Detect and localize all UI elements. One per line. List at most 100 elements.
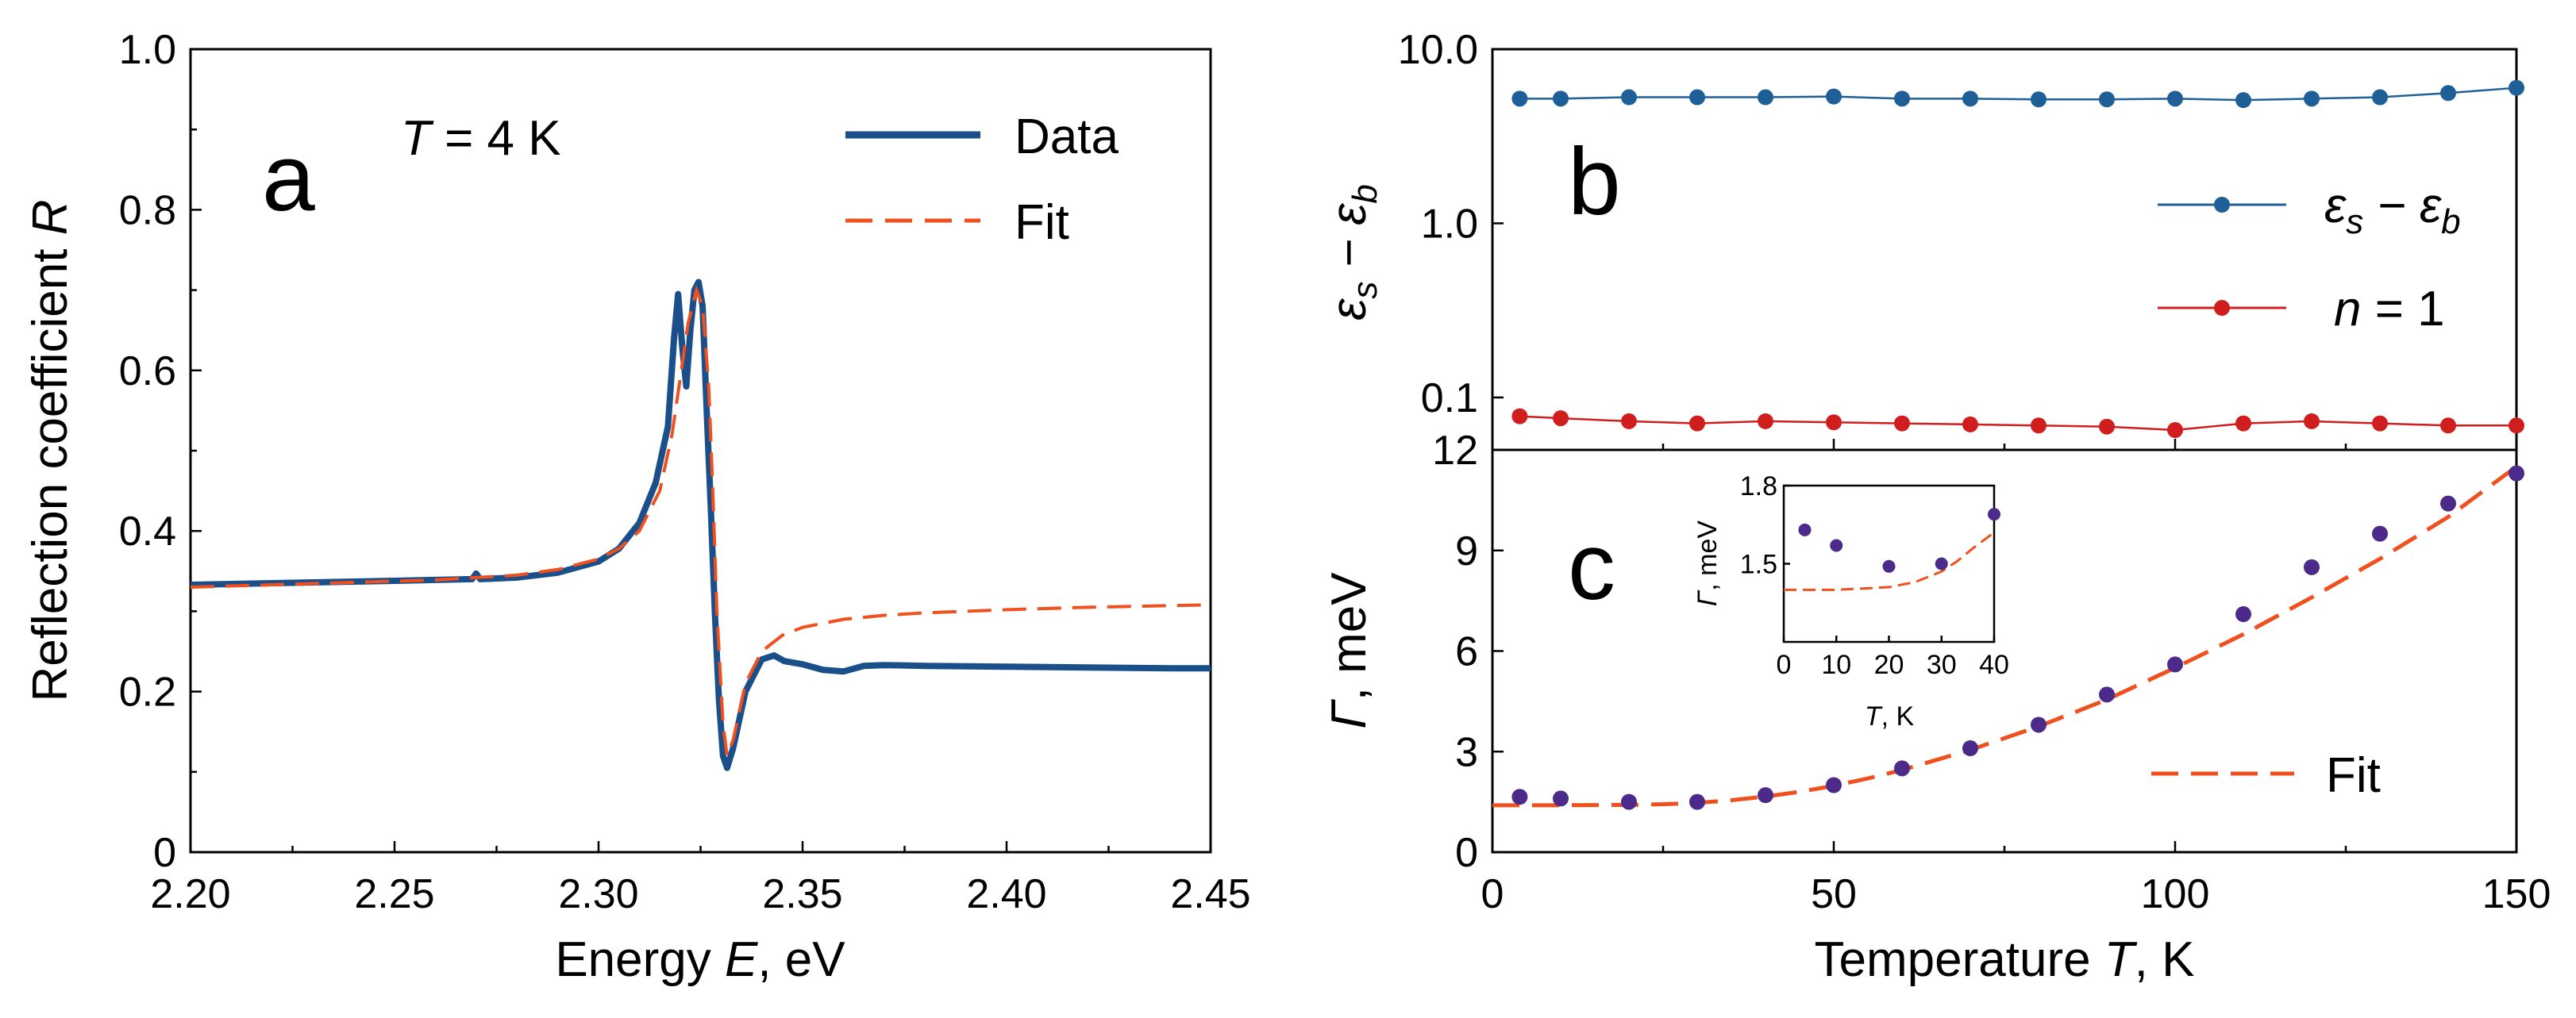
data-point [2509, 79, 2524, 96]
y-tick-label: 1.0 [1421, 201, 1478, 247]
data-point [2440, 495, 2456, 512]
panel-a-frame [189, 48, 1212, 854]
ylabel-mid: − ε [1322, 203, 1377, 282]
data-point [2235, 415, 2251, 432]
inset-fit-line [1784, 531, 1995, 591]
y-tick-label: 0.1 [1421, 375, 1478, 421]
panel-b-ticks: 0.1 1.0 10.0 [1398, 27, 2347, 450]
legend-n1-var: n [2334, 282, 2361, 336]
y-tick-label: 6 [1455, 629, 1478, 675]
inset-y-tick-label: 1.8 [1740, 471, 1777, 501]
panel-b-letter: b [1568, 129, 1621, 235]
inset-ylabel: Γ, meV [1692, 521, 1723, 607]
data-point [1894, 415, 1910, 432]
data-point [2099, 91, 2115, 108]
inset-x-tick-label: 40 [1979, 650, 2009, 680]
xlabel-prefix: Energy [555, 932, 725, 987]
panel-c-series [1492, 465, 2524, 810]
data-point [1826, 414, 1842, 431]
inset-ylabel-var: Γ [1692, 590, 1723, 606]
x-tick-label: 2.20 [150, 871, 230, 917]
inset-xlabel: T, K [1865, 701, 1915, 732]
panel-b-frame [1491, 48, 2518, 451]
data-point [1621, 793, 1637, 810]
data-point [2167, 90, 2183, 107]
legend-eps-main: ε [2324, 179, 2347, 233]
x-tick-label: 2.40 [966, 871, 1046, 917]
y-tick-label: 0.8 [119, 187, 176, 233]
legend-data-label: Data [1015, 109, 1119, 164]
data-point [1621, 413, 1637, 429]
panel-c-legend: Fit [2151, 748, 2381, 803]
x-tick-label: 50 [1811, 871, 1857, 917]
ylabel-eps: ε [1322, 298, 1377, 321]
panel-a-letter: a [262, 125, 315, 231]
inset-ticks: 0 10 20 30 40 1.5 1.8 [1740, 471, 2009, 680]
data-point [1689, 89, 1705, 106]
data-point [2372, 89, 2388, 106]
xlabel-var: E [725, 932, 758, 987]
data-point [1758, 413, 1773, 429]
panel-c-xlabel: Temperature T, K [1815, 932, 2195, 987]
data-point [1553, 90, 1569, 107]
x-tick-label: 2.35 [762, 871, 842, 917]
panel-b-ylabel: εs − εb [1322, 184, 1384, 321]
y-tick-label: 0.4 [119, 509, 176, 555]
ylabel-var: R [23, 200, 78, 236]
x-tick-label: 2.45 [1170, 871, 1250, 917]
inset-x-tick-label: 10 [1821, 650, 1851, 680]
panel-c-inset: 0 10 20 30 40 1.5 1.8 T, K Γ, meV [1692, 471, 2009, 732]
x-tick-label: 150 [2482, 871, 2551, 917]
inset-x-tick-label: 0 [1777, 650, 1792, 680]
ylabel-sub-b: b [1346, 184, 1384, 203]
panel-a-ylabel: Reflection coefficient R [23, 200, 78, 702]
data-point [1511, 90, 1528, 107]
x-tick-label: 0 [1481, 871, 1504, 917]
legend-eps-marker [2214, 197, 2230, 213]
data-point [2235, 92, 2251, 109]
legend-eps-label: εs − εb [2324, 179, 2461, 241]
inset-data-point [1988, 508, 2000, 521]
legend-n1-label: n = 1 [2334, 282, 2445, 336]
y-tick-label: 9 [1455, 528, 1478, 574]
panel-a-ticks: 2.20 2.25 2.30 2.35 2.40 2.45 0 0.2 0.4 0.6 0.8 1.0 [119, 27, 1251, 917]
x-tick-label: 2.30 [558, 871, 638, 917]
data-point [1689, 415, 1705, 432]
data-point [1511, 408, 1528, 424]
panel-a-legend: Data Fit [845, 109, 1119, 250]
data-point [1758, 89, 1773, 106]
y-tick-label: 1.0 [119, 27, 176, 73]
inset-data-point [1798, 523, 1812, 536]
data-series-line [190, 279, 1211, 771]
xlabel-suffix: , eV [757, 932, 845, 987]
inset-xlabel-var: T [1865, 701, 1883, 732]
x-tick-label: 2.25 [354, 871, 434, 917]
panel-c-ylabel: Γ, meV [1322, 572, 1377, 729]
annotation-var: T [401, 111, 434, 166]
y-tick-label: 10.0 [1398, 27, 1478, 73]
c-ylabel-suffix: , meV [1322, 572, 1377, 701]
data-point [2509, 417, 2524, 434]
series-line [1519, 415, 2516, 432]
data-point [1758, 787, 1773, 804]
panel-b-series [1511, 79, 2524, 438]
data-point [1689, 793, 1705, 810]
data-point [2167, 421, 2183, 438]
data-point [1894, 90, 1910, 107]
data-point [2167, 656, 2183, 673]
data-point [2031, 716, 2047, 733]
inset-data-point [1830, 539, 1843, 552]
data-point [1826, 777, 1842, 793]
data-point [2304, 413, 2320, 429]
inset-series [1784, 508, 2000, 591]
y-tick-label: 3 [1455, 729, 1478, 775]
panel-a-xlabel: Energy E, eV [555, 932, 845, 987]
inset-ylabel-suffix: , meV [1692, 521, 1723, 591]
ylabel-prefix: Reflection coefficient [23, 235, 78, 701]
legend-fit-label: Fit [1015, 195, 1069, 250]
data-point [2372, 415, 2388, 432]
data-point [2235, 606, 2251, 623]
